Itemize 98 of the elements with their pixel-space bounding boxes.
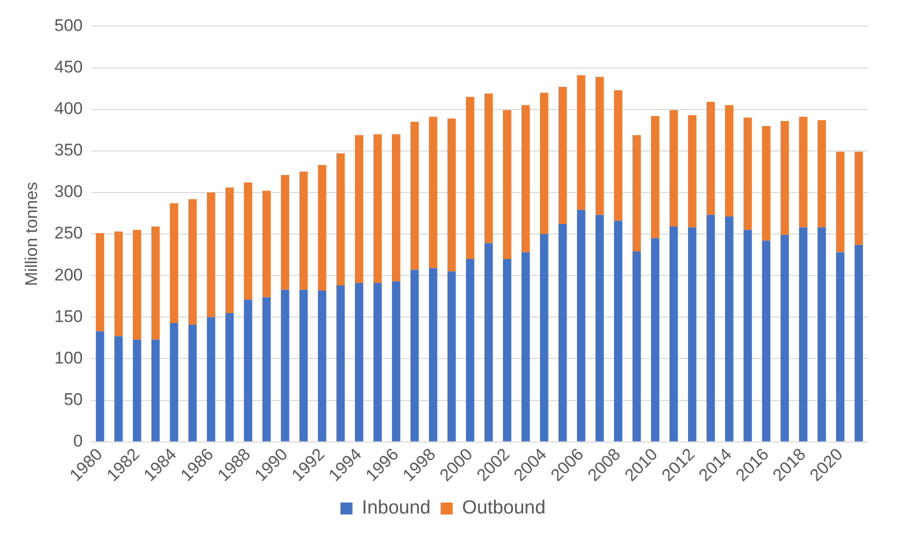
bar [577,75,586,210]
bar [244,300,252,442]
bar [762,240,770,442]
bar [651,238,660,442]
bar [502,258,512,442]
bar [318,165,326,291]
y-tick-label: 250 [54,224,83,243]
bar [392,281,400,442]
y-axis-title: Million tonnes [22,182,41,286]
bar [558,86,567,224]
bar [854,244,863,442]
bar [428,268,438,442]
bar [596,76,604,215]
bar [688,227,696,442]
bar [558,224,567,442]
bar [614,90,622,221]
bar [818,227,826,442]
bar [521,252,530,442]
y-tick-label: 300 [54,182,83,202]
bar [596,214,604,442]
bar [151,226,160,340]
bar [447,271,456,442]
bar [854,152,863,245]
bar [799,116,808,228]
bar [262,297,271,442]
bar [632,251,641,442]
bar [484,94,493,244]
y-tick-label: 0 [73,432,83,451]
bar [354,283,364,442]
bar [151,340,160,442]
bar [170,203,178,323]
y-tick-label: 100 [54,348,83,368]
bar [206,317,216,442]
bar [280,174,290,290]
bar [280,290,290,442]
y-tick-label: 500 [54,16,83,35]
bar [836,252,844,442]
bar [632,135,641,252]
bar [299,172,308,290]
bar [651,116,660,238]
bar [132,230,142,340]
y-tick-label: 450 [54,57,83,76]
bar [614,220,622,442]
bar [799,227,808,442]
bar [447,118,456,272]
bar [225,187,234,313]
bar [132,340,142,442]
bar [670,110,678,227]
bar [354,135,364,284]
bar [170,322,178,442]
y-tick-label: 200 [54,265,83,284]
bar [410,122,419,270]
bar [836,152,844,252]
legend-label: Inbound [362,498,431,519]
bar [670,226,678,442]
bar [392,134,400,282]
bar [244,182,252,300]
bar [706,214,715,442]
bar [725,105,734,217]
bar [540,234,548,442]
bar [780,234,789,442]
bar [188,324,197,442]
bar [706,102,715,215]
bar [262,190,271,298]
y-tick-label: 400 [54,99,83,118]
bar [466,96,474,259]
bar [318,290,326,442]
bar [466,258,474,442]
bar [373,134,382,284]
bar [206,192,216,318]
bar [114,336,123,442]
bar [428,116,438,268]
y-tick-label: 350 [54,140,83,160]
bar [373,283,382,442]
bar [336,286,345,442]
bar [818,120,826,228]
bar [188,199,197,325]
bar [744,230,752,442]
bar [484,243,493,442]
bar [96,233,104,332]
bar [688,115,696,228]
bar [577,210,586,442]
bar [225,312,234,442]
bar [780,120,789,235]
bar [114,232,123,336]
bar [336,153,345,286]
bar [299,290,308,442]
y-tick-label: 50 [64,390,83,409]
bar [521,105,530,252]
bar [725,216,734,442]
bar [540,92,548,234]
bar [502,110,512,259]
y-tick-label: 150 [54,306,83,326]
bar [410,270,419,442]
legend-label: Outbound [462,498,546,519]
bar [744,118,752,230]
bar [96,331,104,442]
bar [762,126,770,241]
